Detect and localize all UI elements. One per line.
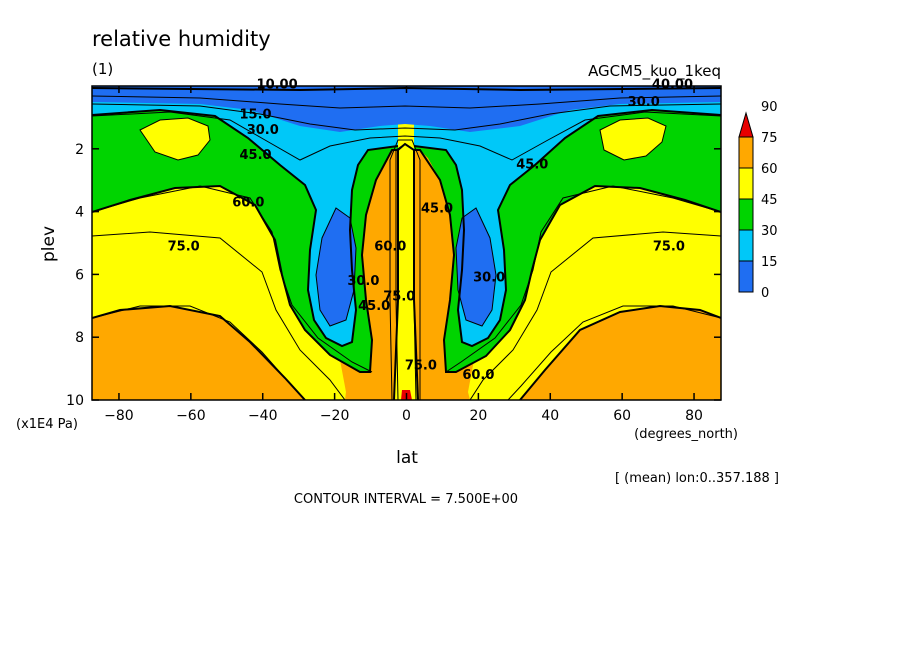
contour-label: 75.0 [405,359,437,374]
contour-line [455,207,497,327]
x-tick-label: 0 [402,408,411,424]
x-tick-label: 40 [541,408,559,424]
pocket-nh-yellow [600,118,666,160]
x-tick-label: 60 [613,408,631,424]
contour-line [315,207,357,327]
contour-line [469,231,721,400]
contour-line-major [92,86,721,92]
contour-line-major [519,304,721,400]
contour-line-major [393,142,419,400]
contour-line [507,305,721,400]
colorbar-label: 75 [761,131,778,146]
x-tick-label: −60 [176,408,206,424]
contour-line [139,117,211,161]
contour-line-major [92,108,399,348]
colorbar-swatch [738,198,754,231]
colorbar-label: 30 [761,224,778,239]
band-45-60 [92,86,721,372]
contour-label: 30.0 [347,274,379,289]
y-axis-units: (x1E4 Pa) [16,417,78,432]
mean-note: [ (mean) lon:0..357.188 ] [615,471,779,486]
contour-interval: CONTOUR INTERVAL = 7.500E+00 [294,492,518,507]
chart-title: relative humidity [92,27,271,51]
contour-line-major [92,149,398,373]
contour-label: 60.0 [374,239,406,254]
contour-label: 45.0 [358,299,390,314]
x-axis: −80 −60 −40 −20 0 20 40 60 80 [104,86,703,424]
y-tick-label: 4 [75,205,84,221]
contour-line [599,117,667,161]
colorbar-label: 0 [761,286,769,301]
x-tick-label: 20 [469,408,487,424]
x-axis-units: (degrees_north) [634,427,738,442]
contour-line [92,111,721,161]
contour-label: 10.00 [257,78,298,93]
y-tick-label: 10 [66,393,84,409]
contour-label: 75.0 [383,290,415,305]
plot-area: 10.0015.030.045.060.075.030.045.060.075.… [91,78,722,401]
colorbar-label: 15 [761,255,778,270]
contour-line-major [414,149,721,373]
contour-label: 45.0 [516,158,548,173]
colorbar-swatch [738,136,754,169]
colorbar-swatch [738,229,754,262]
contour-line [92,103,721,131]
colorbar-label: 45 [761,193,778,208]
x-tick-label: 80 [685,408,703,424]
contour-label: 40.00 [652,78,693,93]
contour-label: 60.0 [462,368,494,383]
contour-line [92,231,346,400]
contour-label: 75.0 [168,239,200,254]
x-axis-label: lat [396,448,418,468]
contour-label: 30.0 [473,271,505,286]
contour-label: 45.0 [240,148,272,163]
x-tick-label: −80 [104,408,134,424]
colorbar-swatch [738,167,754,200]
contour-labels: 10.0015.030.045.060.075.030.045.060.075.… [168,78,693,383]
colorbar-label: 90 [761,100,778,115]
contour-label: 30.0 [628,95,660,110]
contour-line [92,185,373,373]
model-label: AGCM5_kuo_1keq [588,62,721,81]
contour-label: 45.0 [421,202,453,217]
contour-lines-major [92,86,721,400]
contour-label: 75.0 [653,239,685,254]
y-tick-label: 2 [75,142,84,158]
colorbar: 0 15 30 45 60 75 90 [738,100,778,301]
y-tick-label: 8 [75,330,84,346]
y-axis-label: plev [39,226,59,262]
y-tick-label: 6 [75,267,84,283]
contour-line [389,139,421,400]
pocket-sh-yellow [140,118,210,160]
chart-subtitle: (1) [92,60,113,78]
contour-line-major [92,304,306,400]
contour-label: 60.0 [232,195,264,210]
colorbar-arrow [738,111,754,138]
contour-label: 15.0 [240,107,272,122]
y-axis: 2 4 6 8 10 [66,142,721,409]
contour-line [92,95,721,109]
contour-line-major [413,108,721,348]
colorbar-label: 60 [761,162,778,177]
x-tick-label: −20 [320,408,350,424]
x-tick-label: −40 [248,408,278,424]
colorbar-swatch [738,260,754,293]
contour-label: 30.0 [247,123,279,138]
